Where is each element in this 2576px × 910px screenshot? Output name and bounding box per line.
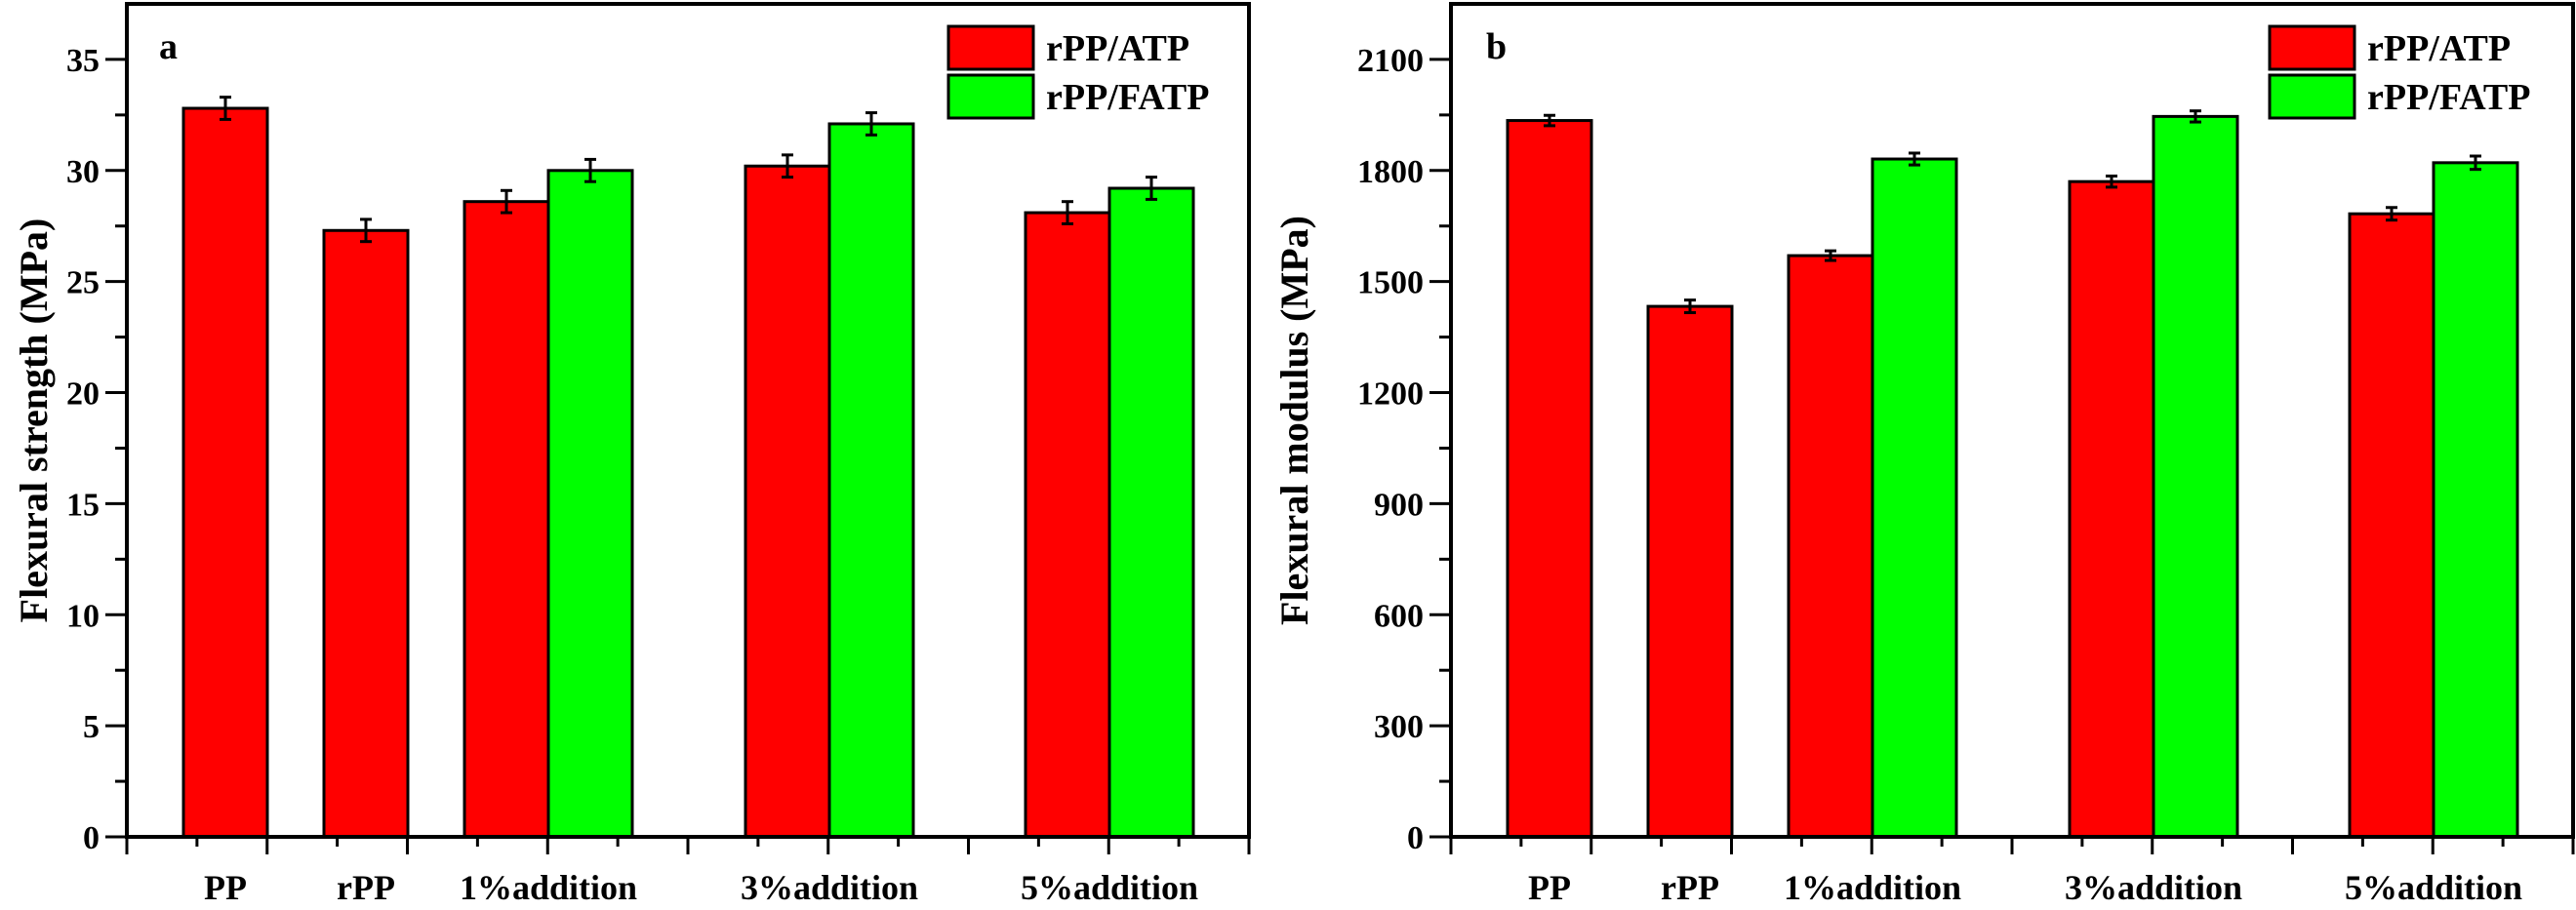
- bar-rpp-fatp-5addition: [1107, 186, 1195, 839]
- bar-rpp-fatp-3addition: [2152, 114, 2239, 839]
- error-bar: [501, 188, 512, 215]
- error-bar: [584, 157, 596, 183]
- y-tick-label: 0: [1407, 820, 1424, 856]
- bar-rpp-atp-rpp: [322, 228, 410, 839]
- error-bar: [220, 96, 231, 121]
- chart-panel-a: 0 5 10 15 20 25 30 35 PP rPP 1%addition 3%addition 5…: [12, 2, 1251, 907]
- bar-rpp-atp-pp: [1506, 119, 1593, 839]
- legend-swatch-rpp-atp: [946, 24, 1035, 71]
- bar-rpp-fatp-1addition: [546, 169, 634, 839]
- x-category-label: 3%addition: [2065, 868, 2242, 907]
- y-tick-label: 30: [66, 154, 100, 190]
- legend-swatch-rpp-atp: [2268, 24, 2356, 71]
- bar-rpp-fatp-3addition: [827, 122, 915, 839]
- error-bar: [1062, 200, 1073, 225]
- y-tick-label: 1800: [1357, 154, 1424, 190]
- x-category-label: PP: [204, 868, 247, 907]
- legend-label: rPP/FATP: [2367, 77, 2530, 118]
- panel-label: b: [1486, 26, 1507, 67]
- error-bar: [360, 218, 372, 244]
- legend-swatch-rpp-fatp: [946, 73, 1035, 120]
- bar-rpp-atp-1addition: [1787, 254, 1874, 839]
- error-bar: [782, 153, 793, 179]
- y-tick-label: 1200: [1357, 376, 1424, 413]
- bar-rpp-atp-5addition: [1024, 211, 1111, 839]
- legend: rPP/ATP rPP/FATP: [946, 24, 1209, 120]
- x-category-label: rPP: [337, 868, 395, 907]
- legend-label: rPP/FATP: [1046, 77, 1209, 118]
- y-tick-label: 35: [66, 43, 100, 79]
- x-category-label: 5%addition: [1021, 868, 1198, 907]
- bar-rpp-atp-rpp: [1646, 304, 1734, 839]
- y-axis-title: Flexural strength (MPa): [12, 218, 56, 623]
- y-axis-title: Flexural modulus (MPa): [1272, 216, 1316, 625]
- bar-rpp-atp-1addition: [463, 200, 550, 839]
- error-bar: [865, 111, 877, 137]
- legend-label: rPP/ATP: [1046, 28, 1189, 69]
- y-tick-label: 5: [83, 709, 100, 745]
- y-tick-label: 1500: [1357, 265, 1424, 301]
- y-tick-label: 600: [1374, 598, 1424, 634]
- bar-rpp-atp-3addition: [744, 164, 831, 839]
- x-category-label: 1%addition: [460, 868, 637, 907]
- error-bar: [2106, 174, 2117, 189]
- y-tick-label: 10: [66, 598, 100, 634]
- error-bar: [1544, 113, 1555, 128]
- y-tick-label: 0: [83, 820, 100, 856]
- x-category-label: 1%addition: [1784, 868, 1961, 907]
- bar-rpp-fatp-5addition: [2432, 161, 2519, 839]
- error-bar: [1684, 298, 1696, 315]
- error-bar: [1909, 151, 1920, 167]
- error-bar: [2190, 109, 2201, 124]
- y-tick-label: 25: [66, 265, 100, 301]
- x-category-label: 5%addition: [2345, 868, 2522, 907]
- x-category-label: 3%addition: [741, 868, 918, 907]
- panel-label: a: [159, 26, 178, 67]
- y-tick-label: 900: [1374, 487, 1424, 523]
- legend-swatch-rpp-fatp: [2268, 73, 2356, 120]
- y-tick-label: 20: [66, 376, 100, 413]
- bar-rpp-atp-pp: [181, 106, 269, 839]
- y-tick-label: 300: [1374, 709, 1424, 745]
- chart-panel-b: 0 300 600 900 1200 1500 1800 2100 PP rPP 1%additio…: [1272, 2, 2575, 907]
- bar-rpp-fatp-1addition: [1871, 157, 1958, 839]
- error-bar: [2470, 154, 2481, 172]
- x-category-label: PP: [1528, 868, 1571, 907]
- error-bar: [1146, 176, 1157, 201]
- error-bar: [1825, 249, 1836, 262]
- bar-rpp-atp-5addition: [2348, 212, 2435, 839]
- bar-rpp-atp-3addition: [2068, 179, 2155, 839]
- legend: rPP/ATP rPP/FATP: [2268, 24, 2530, 120]
- legend-label: rPP/ATP: [2367, 28, 2511, 69]
- x-category-label: rPP: [1661, 868, 1719, 907]
- y-tick-label: 15: [66, 487, 100, 523]
- error-bar: [2386, 206, 2397, 222]
- y-tick-label: 2100: [1357, 43, 1424, 79]
